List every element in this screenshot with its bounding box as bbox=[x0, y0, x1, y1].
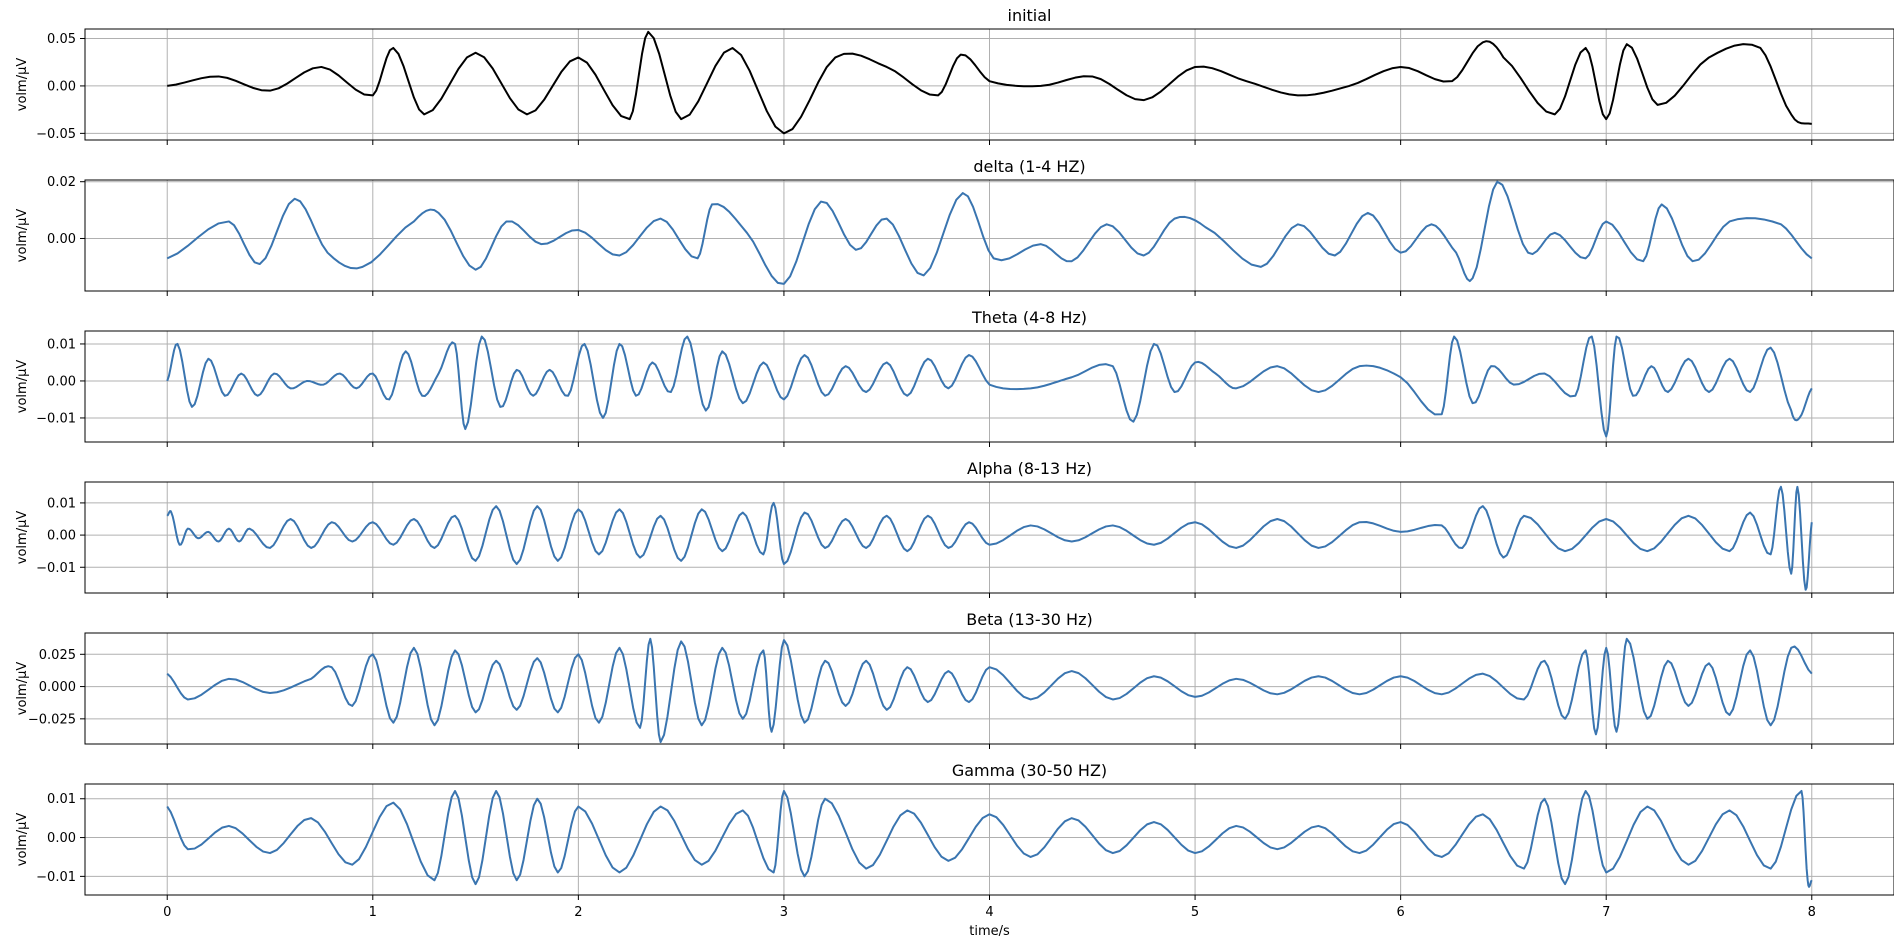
subplot-title: Gamma (30-50 HZ) bbox=[952, 761, 1107, 780]
y-tick-label: −0.025 bbox=[28, 712, 76, 727]
y-tick-label: −0.05 bbox=[36, 127, 76, 142]
y-tick-label: 0.02 bbox=[47, 175, 76, 190]
y-axis-label: volm/μV bbox=[15, 209, 30, 263]
subplot-5: −0.025 0.000 0.025 Beta (13-30 Hz) volm/μV bbox=[15, 610, 1894, 749]
x-tick-label: 8 bbox=[1808, 905, 1816, 920]
subplot-2: 0.00 0.02 delta (1-4 HZ) volm/μV bbox=[15, 157, 1894, 296]
x-axis-label: time/s bbox=[969, 924, 1010, 939]
y-tick-label: 0.01 bbox=[47, 792, 76, 807]
y-tick-label: 0.00 bbox=[47, 79, 76, 94]
x-tick-label: 3 bbox=[780, 905, 788, 920]
y-tick-label: 0.00 bbox=[47, 374, 76, 389]
y-tick-label: 0.00 bbox=[47, 831, 76, 846]
y-axis-label: volm/μV bbox=[15, 511, 30, 565]
series-line bbox=[166, 637, 1813, 744]
x-tick-label: 4 bbox=[985, 905, 993, 920]
subplot-4: −0.01 0.00 0.01 Alpha (8-13 Hz) volm/μV bbox=[15, 459, 1894, 598]
y-tick-label: 0.01 bbox=[47, 496, 76, 511]
y-tick-label: 0.05 bbox=[47, 32, 76, 47]
y-tick-label: 0.00 bbox=[47, 529, 76, 544]
y-tick-label: −0.01 bbox=[36, 870, 76, 885]
subplot-title: initial bbox=[1008, 6, 1052, 25]
subplot-1: −0.05 0.00 0.05 initial volm/μV bbox=[15, 6, 1894, 145]
series-line bbox=[166, 789, 1813, 888]
x-tick-label: 5 bbox=[1191, 905, 1199, 920]
subplot-6: −0.01 0.00 0.01 0 1 2 3 4 5 6 7 8 Gamma (30-50 HZ) vo… bbox=[15, 761, 1894, 939]
subplot-title: Alpha (8-13 Hz) bbox=[967, 459, 1092, 478]
y-tick-label: 0.025 bbox=[39, 648, 76, 663]
x-tick-label: 6 bbox=[1396, 905, 1404, 920]
x-tick-label: 1 bbox=[369, 905, 377, 920]
subplot-title: Beta (13-30 Hz) bbox=[966, 610, 1092, 629]
series-line bbox=[166, 485, 1813, 591]
series-line bbox=[166, 335, 1813, 438]
subplot-3: −0.01 0.00 0.01 Theta (4-8 Hz) volm/μV bbox=[15, 308, 1894, 447]
y-tick-label: 0.000 bbox=[39, 680, 76, 695]
series-line bbox=[166, 180, 1813, 285]
x-tick-label: 7 bbox=[1602, 905, 1610, 920]
subplot-title: Theta (4-8 Hz) bbox=[971, 308, 1087, 327]
y-axis-label: volm/μV bbox=[15, 58, 30, 112]
y-tick-label: −0.01 bbox=[36, 411, 76, 426]
x-tick-label: 0 bbox=[163, 905, 171, 920]
y-axis-label: volm/μV bbox=[15, 360, 30, 414]
y-tick-label: 0.00 bbox=[47, 232, 76, 247]
series-line bbox=[167, 30, 1812, 135]
subplot-title: delta (1-4 HZ) bbox=[973, 157, 1085, 176]
y-tick-label: 0.01 bbox=[47, 337, 76, 352]
y-axis-label: volm/μV bbox=[15, 662, 30, 716]
y-axis-label: volm/μV bbox=[15, 813, 30, 867]
x-tick-label: 2 bbox=[574, 905, 582, 920]
y-tick-label: −0.01 bbox=[36, 561, 76, 576]
